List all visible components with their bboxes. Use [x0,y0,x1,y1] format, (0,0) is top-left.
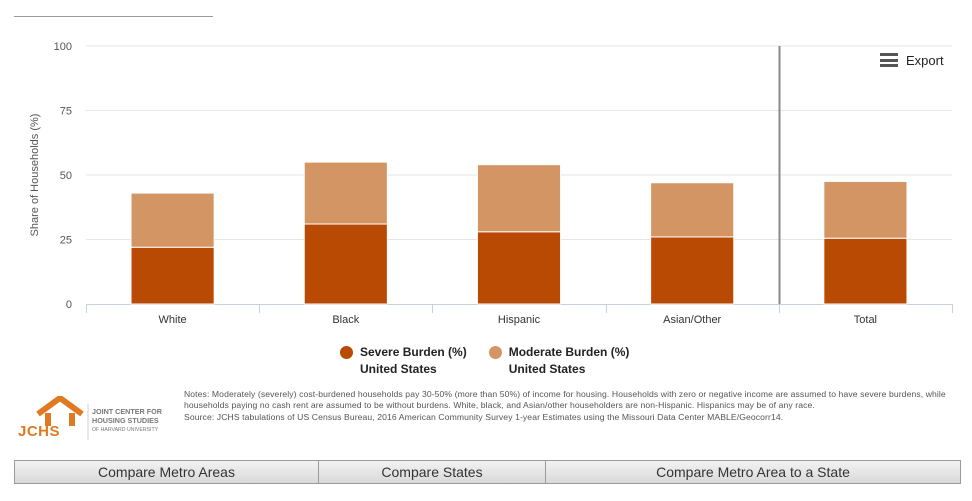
y-axis-title: Share of Households (%) [29,114,41,237]
menu-icon [880,53,898,67]
chart-legend: Severe Burden (%) United States Moderate… [340,344,629,378]
bar-severe [823,237,908,305]
export-label: Export [906,52,944,68]
x-tick-label: Total [854,314,877,326]
bar-severe [650,236,735,305]
bar-moderate [823,180,908,239]
y-tick-label: 0 [66,299,72,311]
bar-severe [130,246,215,305]
compare-metro-to-state-button[interactable]: Compare Metro Area to a State [545,460,961,484]
compare-metro-areas-button[interactable]: Compare Metro Areas [14,460,319,484]
legend-item-moderate[interactable]: Moderate Burden (%) United States [488,344,630,378]
bar-severe [476,231,562,305]
legend-swatch-moderate [488,346,502,359]
bar-moderate [303,161,388,225]
logo-line-1: JOINT CENTER FOR [92,407,163,416]
x-tick-label: Asian/Other [663,314,721,326]
bar-severe [303,223,388,305]
legend-label-severe: Severe Burden (%) [360,345,467,359]
legend-sublabel-moderate: United States [508,362,586,376]
top-rule [14,16,213,17]
notes-text: Notes: Moderately (severely) cost-burden… [184,389,946,411]
legend-sublabel-severe: United States [360,362,437,376]
stacked-bar-chart: 0 25 50 75 100 White Black Hispanic Asian/Other T… [29,41,953,326]
source-text: Source: JCHS tabulations of US Census Bu… [184,411,784,422]
x-tick-label: Black [332,314,359,326]
logo-line-3: OF HARVARD UNIVERSITY [92,427,159,433]
compare-buttons: Compare Metro Areas Compare States Compa… [14,460,961,486]
legend-item-severe[interactable]: Severe Burden (%) United States [340,344,467,378]
x-tick-label: White [159,314,187,326]
bar-moderate [130,192,215,248]
y-tick-label: 25 [60,235,72,247]
x-tick-label: Hispanic [498,314,541,326]
y-tick-label: 50 [60,170,72,182]
bar-moderate [650,182,735,238]
legend-swatch-severe [340,346,353,359]
export-button[interactable]: Export [880,48,944,72]
y-tick-label: 100 [54,41,72,53]
logo-line-2: HOUSING STUDIES [92,416,159,425]
logo-letters: JCHS [18,423,60,440]
chart-notes: Notes: Moderately (severely) cost-burden… [184,389,954,423]
y-tick-label: 75 [60,106,72,118]
jchs-logo: JCHS JOINT CENTER FOR HOUSING STUDIES OF… [18,396,163,440]
bar-moderate [476,164,562,233]
legend-label-moderate: Moderate Burden (%) [508,345,630,359]
compare-states-button[interactable]: Compare States [318,460,546,484]
